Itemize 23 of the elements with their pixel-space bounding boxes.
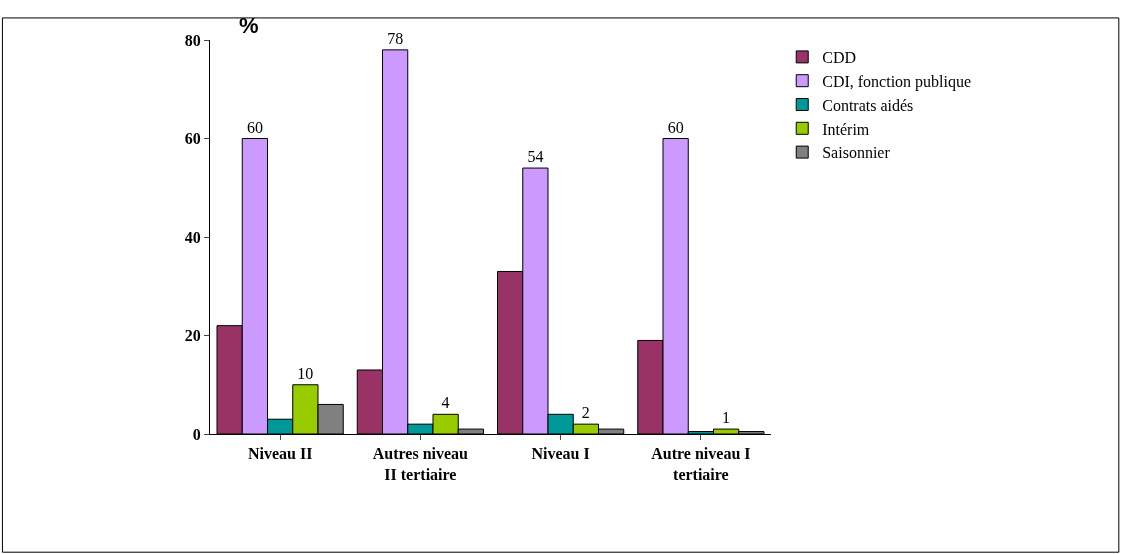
legend-label: Saisonnier (822, 144, 891, 162)
data-label: 60 (246, 118, 263, 136)
legend-label: CDD (822, 49, 856, 67)
legend-label: CDI, fonction publique (822, 72, 972, 91)
y-tick-label: 40 (184, 228, 201, 246)
y-tick-label: 20 (184, 327, 201, 345)
y-tick-label: 80 (184, 31, 201, 49)
data-label: 1 (722, 409, 731, 427)
data-label: 4 (441, 394, 450, 412)
y-tick-label: 60 (184, 130, 201, 148)
x-tick-label: Niveau I (531, 445, 590, 463)
chart-title: % (239, 13, 259, 38)
x-tick-label: Autre niveau I tertiaire (651, 445, 751, 483)
x-tick-label: Autres niveau II tertiaire (372, 445, 469, 483)
x-tick-label: Niveau II (247, 445, 313, 463)
data-label: 10 (297, 364, 314, 382)
legend-label: Contrats aidés (822, 96, 914, 114)
y-tick-label: 0 (192, 425, 201, 443)
data-label: 78 (387, 29, 404, 47)
legend-label: Intérim (822, 120, 870, 138)
data-label: 54 (527, 148, 544, 166)
data-label: 2 (581, 404, 590, 422)
data-label: 60 (667, 118, 684, 136)
